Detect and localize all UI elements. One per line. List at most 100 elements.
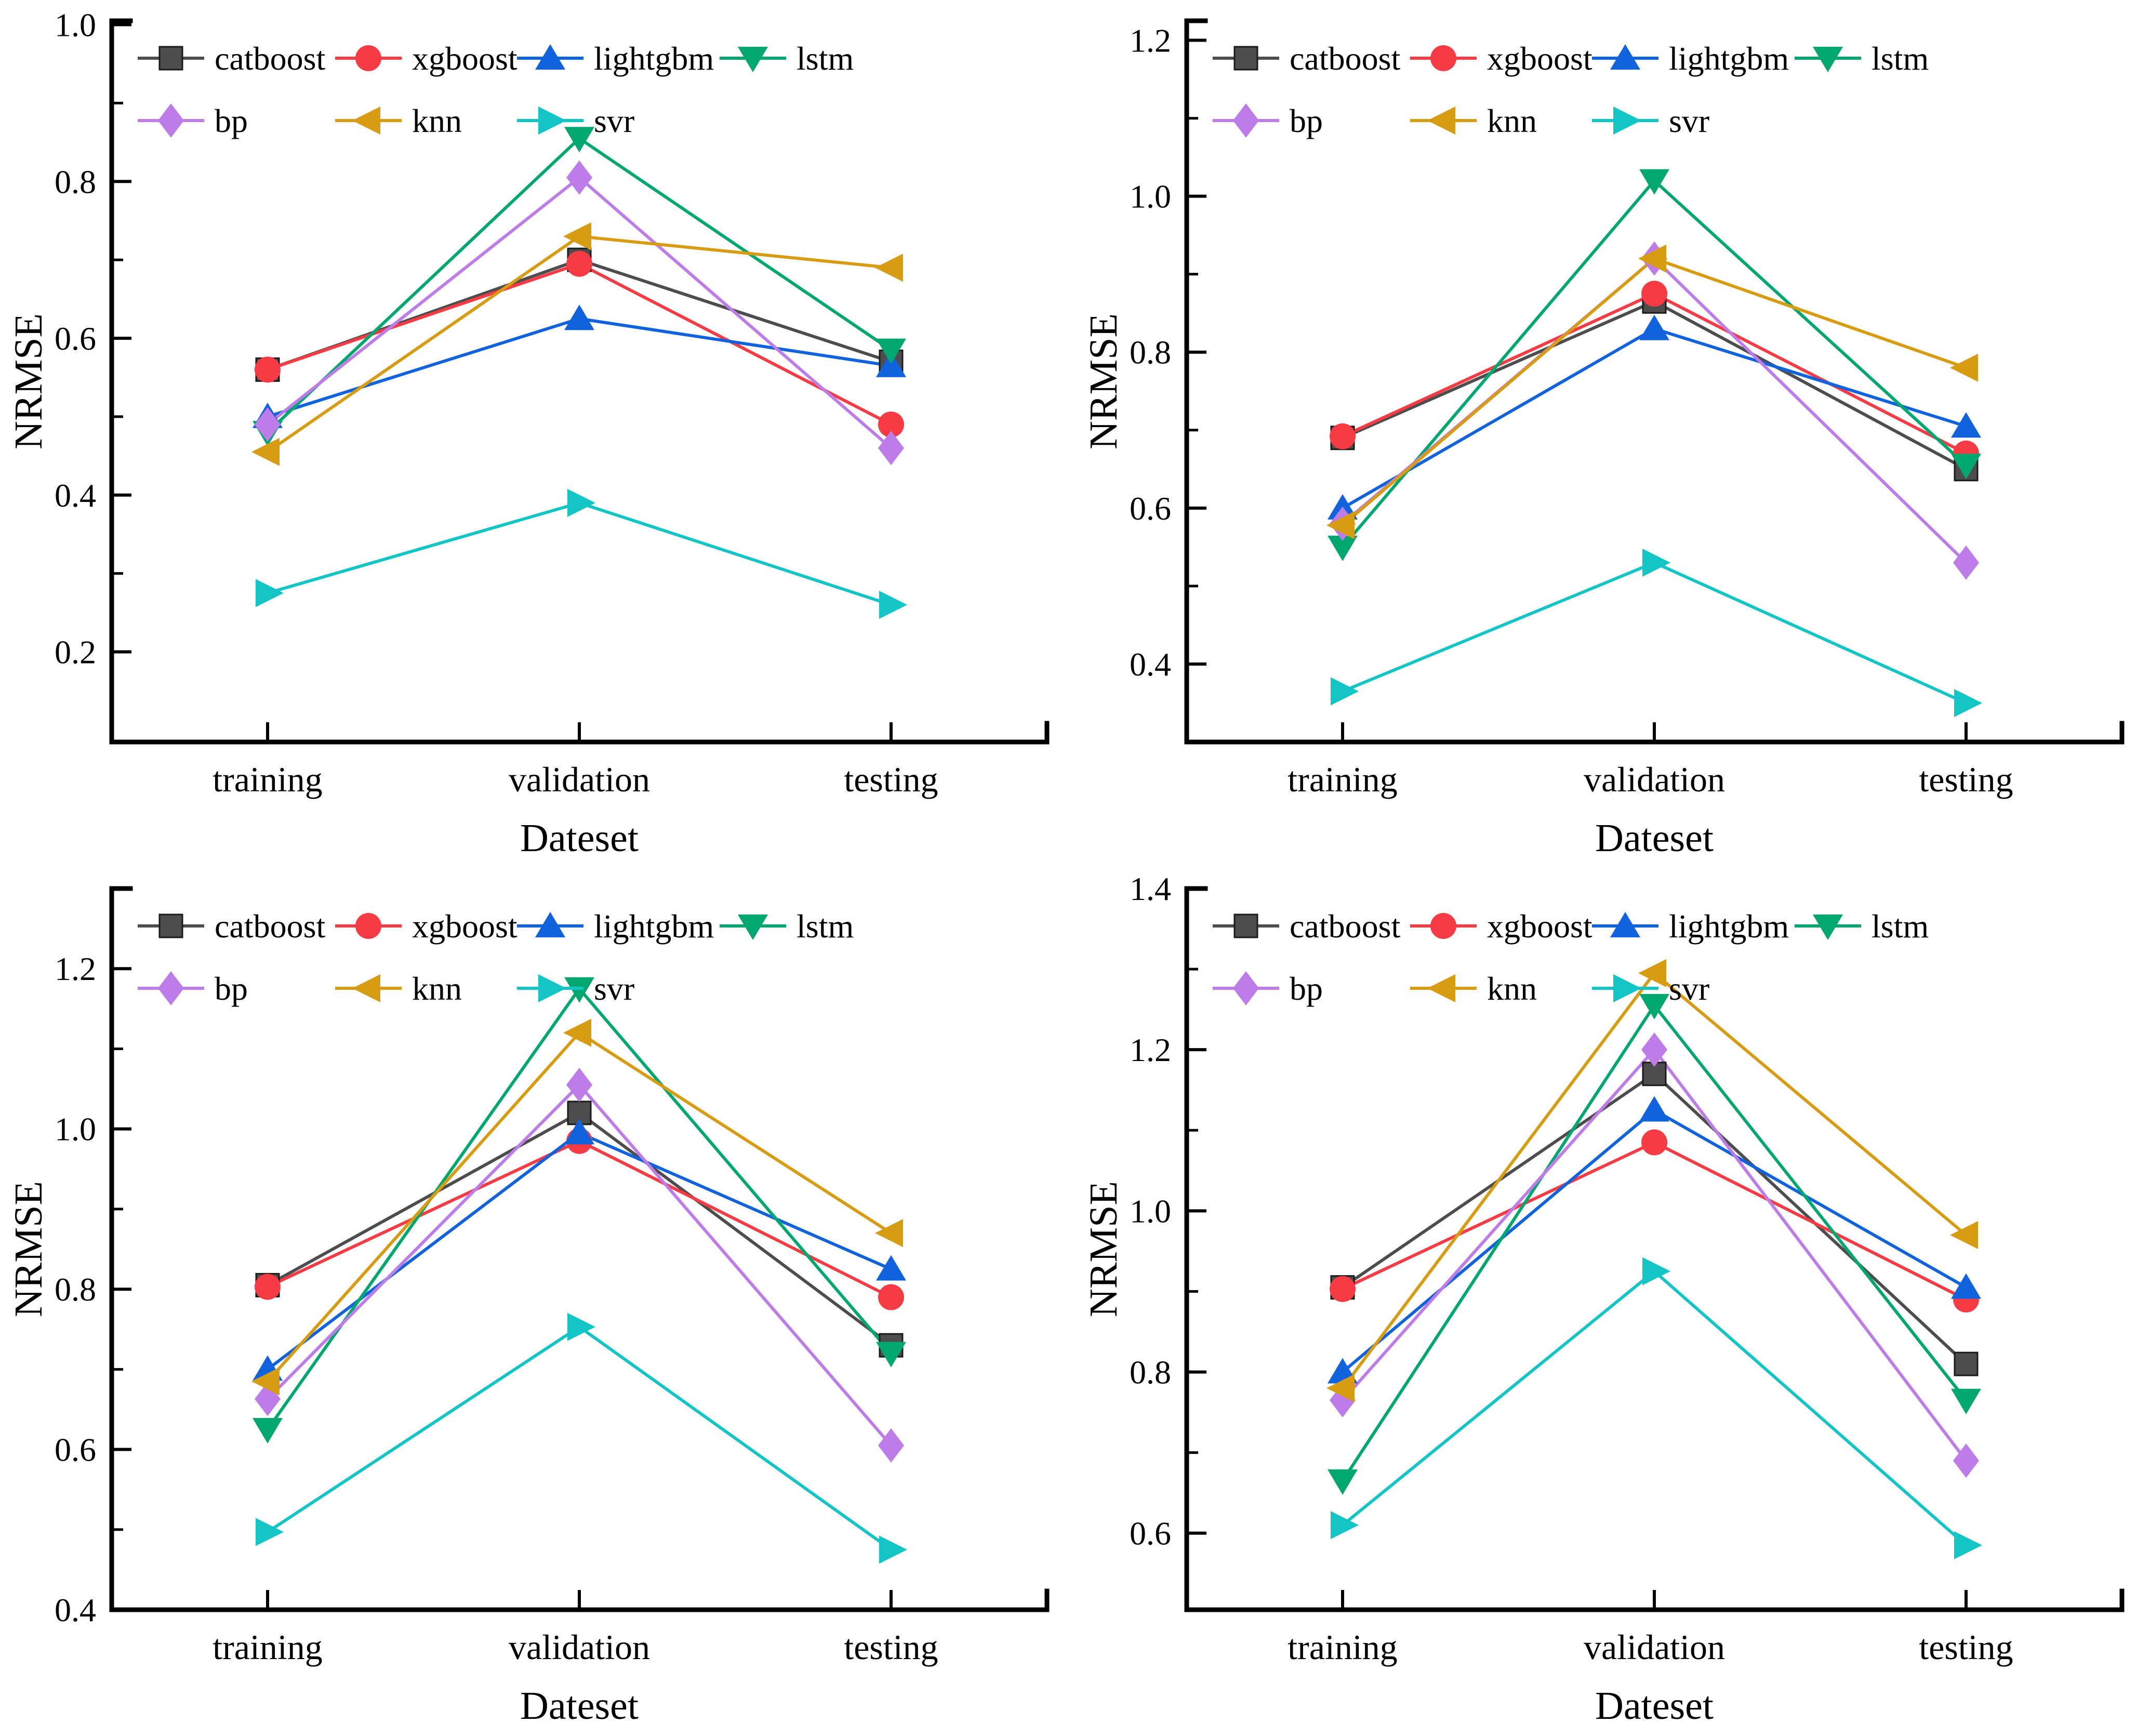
x-tick-label: validation [1584, 1627, 1725, 1667]
legend-label: knn [412, 970, 462, 1007]
svr-legend-marker-icon [538, 107, 566, 135]
lightgbm-marker [876, 1255, 906, 1281]
knn-legend-marker-icon [1427, 107, 1455, 135]
y-tick-label: 0.4 [55, 1592, 96, 1628]
series-line-svr [1342, 1269, 1967, 1547]
lightgbm-marker [1639, 1096, 1669, 1122]
lightgbm-legend-marker-icon [1610, 44, 1640, 70]
legend-entry-svr: svr [517, 970, 634, 1007]
legend-label: lstm [1872, 40, 1929, 77]
svr-legend-marker-icon [1613, 974, 1641, 1002]
legend-entry-svr: svr [1592, 970, 1709, 1007]
lstm-marker [1328, 1469, 1358, 1495]
lightgbm-legend-marker-icon [1610, 912, 1640, 937]
series-line-lstm [266, 986, 893, 1430]
lstm-marker [1639, 993, 1669, 1019]
legend-label: xgboost [412, 908, 517, 945]
catboost-legend-marker-icon [158, 913, 183, 938]
legend-entry-xgboost: xgboost [335, 40, 517, 77]
axis-spines [1184, 18, 2125, 745]
line-chart-top-right: 0.4 0.6 0.8 1.0 1.2 training validation testing… [1082, 18, 2125, 860]
x-tick-label: training [213, 760, 323, 799]
x-tick-label: training [213, 1627, 323, 1667]
lightgbm-marker [876, 351, 906, 377]
line-chart-bottom-left: 0.4 0.6 0.8 1.0 1.2 training validation testing… [7, 886, 1050, 1728]
xgboost-marker [1330, 1276, 1356, 1302]
svr-legend-marker-icon [538, 974, 566, 1002]
svr-marker [567, 1313, 595, 1341]
bp-marker [255, 1382, 281, 1416]
xgboost-marker [1641, 1129, 1667, 1156]
legend-label: svr [1669, 102, 1709, 139]
x-tick-label: testing [844, 1627, 938, 1667]
y-tick-label: 1.0 [55, 1111, 96, 1148]
legend-label: lstm [797, 908, 854, 945]
bp-marker [1953, 545, 1979, 580]
x-tick-label: training [1288, 760, 1398, 799]
xgboost-legend-marker-icon [355, 913, 381, 939]
lightgbm-legend-marker-icon [535, 44, 565, 70]
svr-legend-marker-icon [1613, 107, 1641, 135]
knn-marker [563, 222, 591, 250]
lstm-legend-marker-icon [1813, 915, 1843, 940]
knn-marker [251, 438, 280, 466]
legend-entry-knn: knn [1410, 102, 1537, 139]
legend-entry-bp: bp [1213, 970, 1323, 1007]
knn-marker [875, 1219, 903, 1248]
legend-label: catboost [215, 40, 326, 77]
svr-marker [1954, 688, 1982, 717]
y-tick-label: 1.0 [55, 7, 96, 44]
lstm-legend-marker-icon [738, 915, 768, 940]
knn-marker [251, 1367, 280, 1396]
legend-entry-lightgbm: lightgbm [517, 40, 714, 77]
lstm-legend-marker-icon [1813, 47, 1843, 72]
xgboost-legend-marker-icon [355, 45, 381, 71]
legend-label: knn [1487, 102, 1537, 139]
chart-cell-top-left: 0.2 0.4 0.6 0.8 1.0 training validation testing… [0, 0, 1075, 868]
lightgbm-marker [564, 1119, 594, 1145]
xgboost-marker [878, 1284, 904, 1310]
legend-entry-lightgbm: lightgbm [517, 908, 714, 945]
line-chart-bottom-right: 0.6 0.8 1.0 1.2 1.4 training validation testing… [1082, 870, 2125, 1728]
svr-marker [256, 1518, 284, 1546]
chart-cell-bottom-right: 0.6 0.8 1.0 1.2 1.4 training validation testing… [1075, 868, 2150, 1735]
y-tick-label: 0.8 [1130, 334, 1171, 371]
legend-label: catboost [1290, 40, 1401, 77]
y-tick-label: 0.6 [55, 1432, 96, 1468]
y-axis-title: NRMSE [7, 1181, 50, 1317]
knn-legend-marker-icon [352, 974, 380, 1002]
legend-label: lightgbm [1669, 40, 1789, 77]
legend-entry-knn: knn [335, 102, 462, 139]
chart-cell-bottom-left: 0.4 0.6 0.8 1.0 1.2 training validation testing… [0, 868, 1075, 1735]
y-tick-label: 0.6 [55, 320, 96, 357]
y-tick-label: 0.8 [55, 1271, 96, 1308]
y-tick-label: 1.0 [1130, 1192, 1171, 1229]
knn-marker [563, 1018, 591, 1047]
lstm-marker [253, 1418, 283, 1443]
lstm-marker [1328, 535, 1358, 561]
svr-marker [256, 579, 284, 607]
xgboost-legend-marker-icon [1430, 45, 1456, 71]
y-tick-label: 0.4 [55, 477, 96, 514]
bp-legend-marker-icon [1233, 103, 1259, 138]
x-tick-label: testing [844, 760, 938, 799]
svr-marker [1331, 1511, 1359, 1540]
xgboost-marker [566, 250, 592, 277]
x-axis-title: Dateset [520, 1684, 639, 1728]
series-line-svr [267, 501, 892, 606]
knn-marker [1950, 1221, 1978, 1249]
xgboost-marker [1330, 423, 1356, 449]
legend-entry-lightgbm: lightgbm [1592, 40, 1789, 77]
legend-label: xgboost [1487, 908, 1592, 945]
legend-entry-lstm: lstm [1795, 908, 1929, 945]
legend-entry-svr: svr [517, 102, 634, 139]
catboost-marker [1642, 1062, 1667, 1086]
catboost-legend-marker-icon [1233, 913, 1258, 938]
x-tick-label: validation [509, 1627, 650, 1667]
bp-marker [1953, 1443, 1979, 1478]
legend-label: svr [594, 970, 634, 1007]
lstm-marker [564, 127, 594, 153]
y-tick-label: 0.2 [55, 634, 96, 671]
legend-label: bp [1290, 102, 1323, 139]
knn-marker [1326, 511, 1355, 539]
